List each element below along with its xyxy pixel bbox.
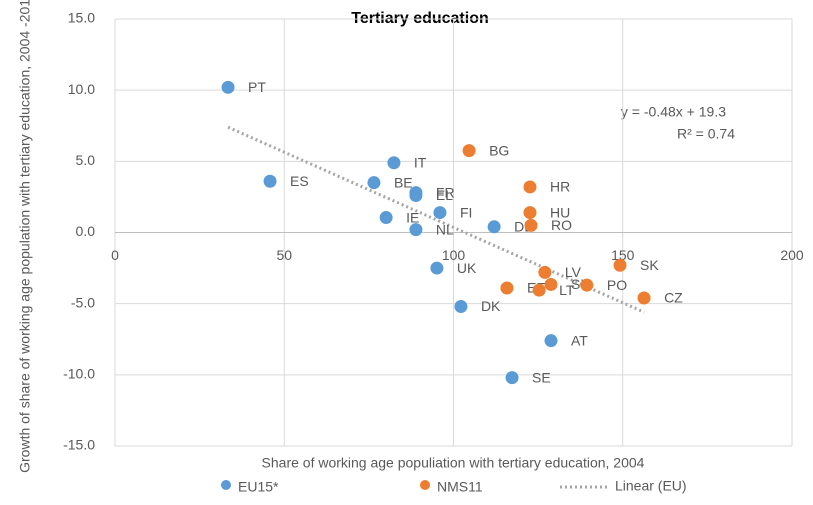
x-tick-label: 100 bbox=[442, 247, 466, 263]
y-tick-label: 10.0 bbox=[68, 81, 95, 97]
point bbox=[487, 220, 501, 234]
point-label: UK bbox=[457, 260, 477, 276]
point-label: AT bbox=[571, 332, 588, 348]
point bbox=[433, 206, 447, 220]
point bbox=[532, 283, 546, 297]
legend-label: EU15* bbox=[238, 479, 279, 495]
x-axis-title: Share of working age populiation with te… bbox=[262, 455, 645, 471]
x-tick-label: 50 bbox=[276, 247, 292, 263]
point bbox=[523, 180, 537, 194]
legend-label: Linear (EU) bbox=[615, 478, 687, 494]
point bbox=[524, 218, 538, 232]
point-label: BE bbox=[394, 174, 413, 190]
point bbox=[221, 80, 235, 94]
y-tick-label: 0.0 bbox=[76, 223, 96, 239]
point bbox=[379, 211, 393, 225]
x-tick-label: 200 bbox=[780, 247, 804, 263]
point-label: HR bbox=[550, 179, 570, 195]
point-label: SK bbox=[640, 257, 659, 273]
point-label: FR bbox=[436, 184, 455, 200]
y-tick-label: 5.0 bbox=[76, 152, 96, 168]
point-label: ES bbox=[290, 173, 309, 189]
point bbox=[409, 223, 423, 237]
point bbox=[613, 258, 627, 272]
trendline bbox=[227, 125, 645, 314]
point-label: LV bbox=[565, 264, 582, 280]
y-tick-label: -10.0 bbox=[63, 366, 95, 382]
y-tick-label: 15.0 bbox=[68, 10, 95, 26]
point-label: LT bbox=[559, 282, 575, 298]
point-label: RO bbox=[551, 217, 572, 233]
point bbox=[523, 206, 537, 220]
point bbox=[367, 176, 381, 190]
point bbox=[430, 261, 444, 275]
y-tick-label: -15.0 bbox=[63, 437, 95, 453]
point bbox=[580, 278, 594, 292]
point-label: PT bbox=[248, 79, 266, 95]
point bbox=[544, 277, 558, 291]
legend-label: NMS11 bbox=[437, 479, 483, 495]
point-label: EL bbox=[436, 187, 453, 203]
annotation: y = -0.48x + 19.3 bbox=[621, 104, 726, 120]
point bbox=[454, 300, 468, 314]
point bbox=[500, 281, 514, 295]
point bbox=[409, 188, 423, 202]
point bbox=[462, 144, 476, 158]
x-tick-label: 150 bbox=[611, 247, 635, 263]
point-label: FI bbox=[460, 204, 472, 220]
legend-marker bbox=[221, 480, 231, 490]
point bbox=[505, 371, 519, 385]
point bbox=[538, 265, 552, 279]
point bbox=[544, 334, 558, 348]
point bbox=[637, 291, 651, 305]
point-label: PO bbox=[607, 277, 627, 293]
annotation: R² = 0.74 bbox=[677, 126, 735, 142]
point bbox=[263, 174, 277, 188]
legend-marker bbox=[420, 480, 430, 490]
point-label: NL bbox=[436, 221, 454, 237]
point-label: SE bbox=[532, 369, 551, 385]
point-label: IE bbox=[406, 209, 419, 225]
point-label: CZ bbox=[664, 290, 683, 306]
y-tick-label: -5.0 bbox=[71, 294, 95, 310]
point-label: HU bbox=[550, 204, 570, 220]
point-label: DK bbox=[481, 298, 501, 314]
point bbox=[387, 156, 401, 170]
point-label: IT bbox=[414, 154, 427, 170]
x-tick-label: 0 bbox=[111, 247, 119, 263]
y-axis-title: Growth of share of working age populatio… bbox=[17, 0, 33, 473]
point-label: BG bbox=[489, 142, 509, 158]
